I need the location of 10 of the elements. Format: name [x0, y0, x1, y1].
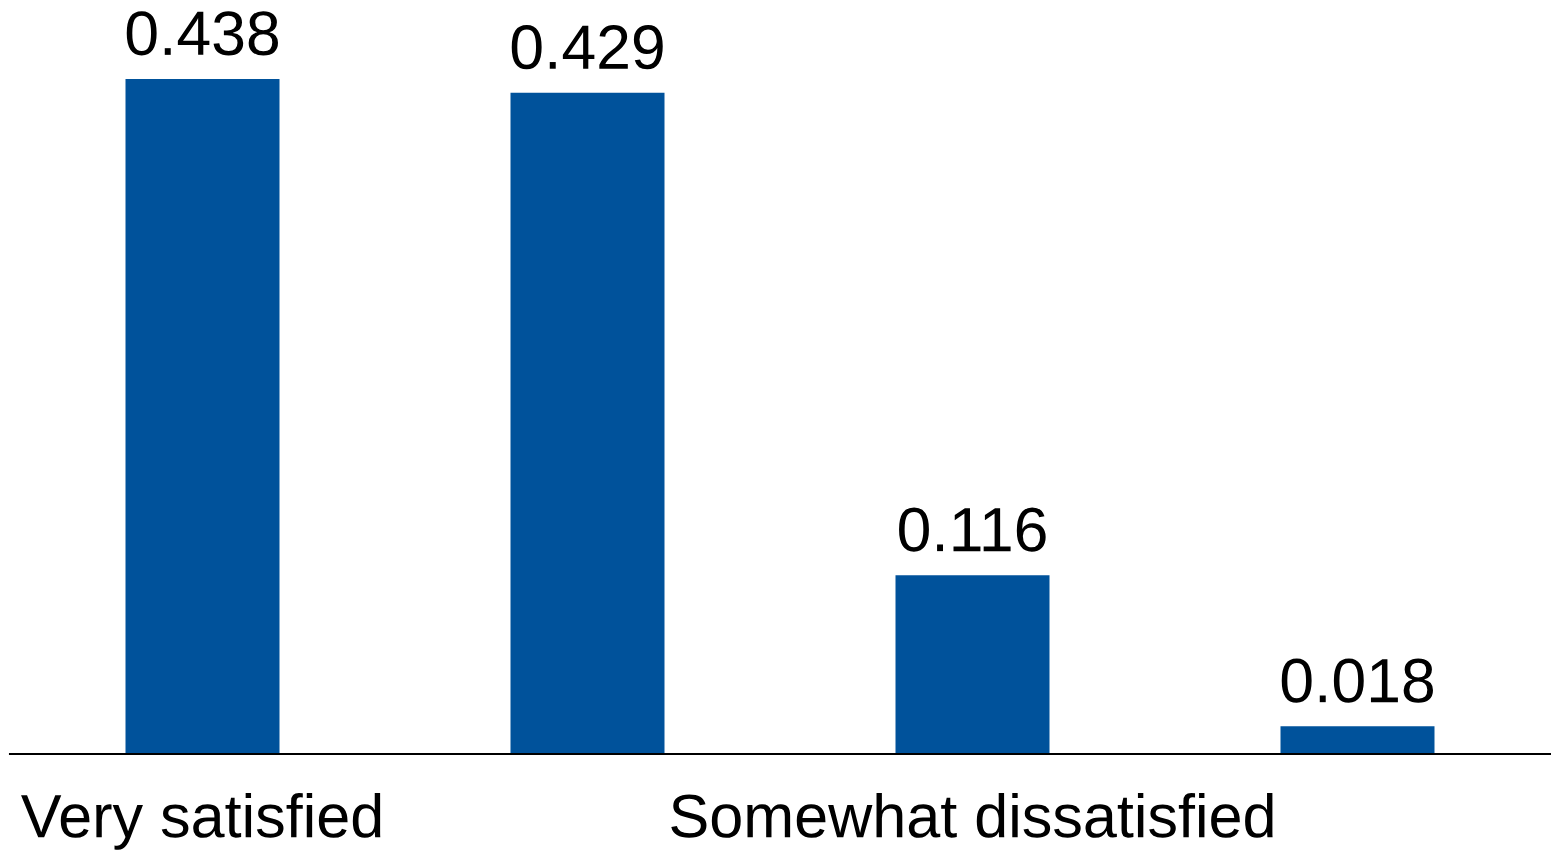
data-label: 0.018	[1281, 658, 1433, 703]
data-label: 0.429	[511, 25, 663, 70]
bar	[1280, 726, 1435, 754]
x-tick-label: Somewhat dissatisfied	[671, 792, 1273, 838]
data-label: 0.116	[899, 507, 1046, 552]
bar	[895, 575, 1050, 754]
data-label: 0.438	[126, 11, 278, 56]
bar	[125, 78, 280, 754]
bar	[510, 92, 665, 754]
x-tick-label: Very satisfied	[21, 792, 381, 850]
